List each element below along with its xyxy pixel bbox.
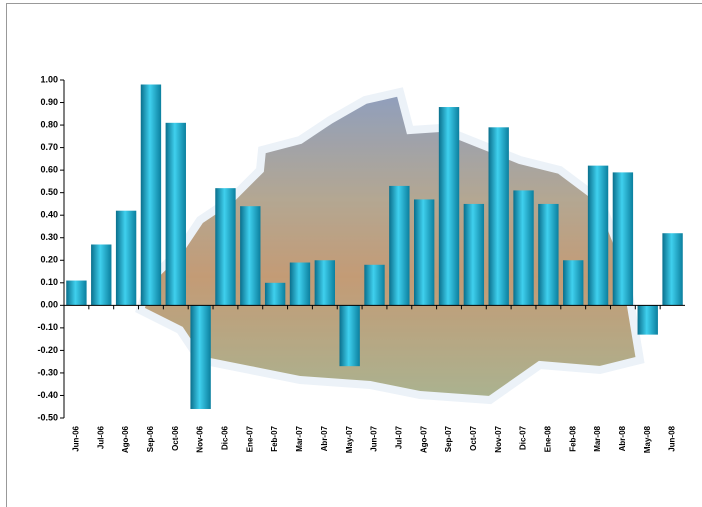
bar — [438, 107, 460, 306]
bar — [264, 282, 286, 306]
x-tick-label: Nov-07 — [494, 425, 503, 452]
x-tick-label: Feb-07 — [270, 425, 279, 451]
x-tick-label: Dic-06 — [221, 425, 230, 450]
y-tick-label: 0.60 — [40, 165, 58, 175]
y-tick-label: -0.10 — [37, 322, 58, 332]
y-tick-label: -0.50 — [37, 412, 58, 422]
y-tick-label: 0.10 — [40, 277, 58, 287]
bar — [413, 199, 435, 306]
bar — [91, 244, 112, 306]
bar — [538, 203, 559, 306]
bar — [612, 172, 634, 306]
bar — [165, 122, 186, 306]
x-tick-label: Jun-07 — [370, 425, 379, 451]
bar — [190, 305, 211, 409]
y-tick-label: 1.00 — [40, 74, 58, 84]
bar — [314, 260, 336, 306]
bar — [289, 262, 311, 306]
x-tick-label: May-08 — [643, 425, 652, 453]
x-tick-label: Mar-07 — [295, 425, 304, 451]
x-tick-label: Jun-06 — [72, 425, 81, 451]
bar — [563, 260, 584, 306]
x-tick-label: Jul-06 — [96, 425, 105, 449]
y-tick-label: 0.70 — [40, 142, 58, 152]
bar — [389, 185, 410, 306]
bar — [637, 305, 658, 335]
bar — [339, 305, 360, 367]
x-tick-label: Sep-07 — [444, 425, 453, 452]
y-tick-label: 0.00 — [40, 300, 58, 310]
bar — [587, 165, 609, 306]
x-tick-label: Nov-06 — [196, 425, 205, 452]
x-tick-label: Oct-07 — [469, 425, 478, 450]
frame — [6, 3, 702, 507]
y-tick-label: -0.30 — [37, 367, 58, 377]
y-tick-label: 0.50 — [40, 187, 58, 197]
x-tick-label: Jun-08 — [668, 425, 677, 451]
y-tick-label: 0.30 — [40, 232, 58, 242]
bar — [364, 264, 385, 306]
x-tick-label: Feb-08 — [568, 425, 577, 451]
bar — [513, 190, 534, 306]
bar — [140, 84, 162, 306]
y-tick-label: 0.80 — [40, 119, 58, 129]
x-tick-label: Abr-08 — [618, 425, 627, 451]
x-tick-label: May-07 — [345, 425, 354, 453]
x-tick-label: Ene-08 — [543, 425, 552, 452]
bar — [488, 127, 509, 306]
bar — [463, 203, 485, 306]
x-tick-label: Abr-07 — [320, 425, 329, 451]
bar — [662, 233, 683, 306]
y-tick-label: 0.40 — [40, 210, 58, 220]
bar — [66, 280, 87, 306]
bar — [240, 206, 261, 306]
x-tick-label: Ago-06 — [121, 425, 130, 453]
x-tick-label: Dic-07 — [519, 425, 528, 450]
x-tick-label: Sep-06 — [146, 425, 155, 452]
x-tick-label: Ago-07 — [419, 425, 428, 453]
y-tick-label: -0.40 — [37, 390, 58, 400]
y-tick-label: -0.20 — [37, 345, 58, 355]
y-tick-label: 0.90 — [40, 97, 58, 107]
x-tick-label: Ene-07 — [245, 425, 254, 452]
y-tick-label: 0.20 — [40, 255, 58, 265]
bar — [215, 188, 236, 306]
x-tick-label: Jul-07 — [394, 425, 403, 449]
x-tick-label: Oct-06 — [171, 425, 180, 450]
x-tick-label: Mar-08 — [593, 425, 602, 451]
bar — [115, 210, 137, 306]
